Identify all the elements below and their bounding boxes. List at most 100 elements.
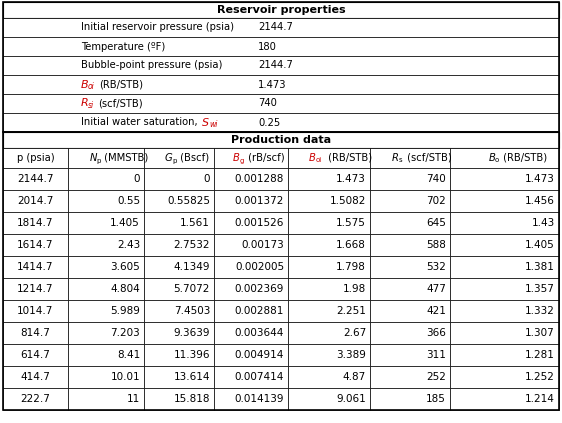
- Text: 4.804: 4.804: [110, 284, 140, 294]
- Text: 1.405: 1.405: [110, 218, 140, 228]
- Bar: [68, 148, 144, 168]
- Text: 5.989: 5.989: [110, 306, 140, 316]
- Bar: [68, 388, 144, 410]
- Text: 1.357: 1.357: [525, 284, 555, 294]
- Bar: [144, 322, 214, 344]
- Text: 0.00173: 0.00173: [241, 240, 284, 250]
- Text: 7.4503: 7.4503: [174, 306, 210, 316]
- Text: p: p: [172, 157, 176, 164]
- Bar: [288, 256, 370, 278]
- Text: 0.001526: 0.001526: [234, 218, 284, 228]
- Bar: [214, 168, 288, 190]
- Text: 0.55: 0.55: [117, 196, 140, 206]
- Bar: [3, 344, 68, 366]
- Bar: [3, 56, 559, 75]
- Bar: [144, 278, 214, 300]
- Text: (scf/STB): (scf/STB): [404, 153, 452, 163]
- Bar: [450, 388, 559, 410]
- Bar: [3, 148, 68, 168]
- Text: B: B: [233, 153, 240, 163]
- Text: 2.43: 2.43: [117, 240, 140, 250]
- Bar: [214, 148, 288, 168]
- Text: 645: 645: [426, 218, 446, 228]
- Text: 0.002005: 0.002005: [235, 262, 284, 272]
- Bar: [3, 190, 68, 212]
- Bar: [450, 322, 559, 344]
- Bar: [3, 322, 68, 344]
- Bar: [450, 190, 559, 212]
- Bar: [3, 366, 68, 388]
- Bar: [288, 168, 370, 190]
- Text: 4.1349: 4.1349: [174, 262, 210, 272]
- Bar: [3, 37, 559, 56]
- Bar: [214, 388, 288, 410]
- Bar: [450, 300, 559, 322]
- Text: p: p: [96, 157, 101, 164]
- Text: G: G: [165, 153, 173, 163]
- Text: 1014.7: 1014.7: [17, 306, 54, 316]
- Bar: [214, 212, 288, 234]
- Text: 185: 185: [426, 394, 446, 404]
- Bar: [214, 366, 288, 388]
- Text: 1214.7: 1214.7: [17, 284, 54, 294]
- Text: Initial reservoir pressure (psia): Initial reservoir pressure (psia): [81, 22, 234, 33]
- Text: 414.7: 414.7: [21, 372, 51, 382]
- Bar: [450, 234, 559, 256]
- Text: 1.252: 1.252: [525, 372, 555, 382]
- Text: 13.614: 13.614: [174, 372, 210, 382]
- Text: Production data: Production data: [231, 135, 331, 145]
- Bar: [370, 190, 450, 212]
- Bar: [214, 322, 288, 344]
- Text: 1.98: 1.98: [343, 284, 366, 294]
- Text: 2.7532: 2.7532: [174, 240, 210, 250]
- Text: 8.41: 8.41: [117, 350, 140, 360]
- Bar: [214, 344, 288, 366]
- Bar: [68, 278, 144, 300]
- Text: 7.203: 7.203: [110, 328, 140, 338]
- Text: 15.818: 15.818: [174, 394, 210, 404]
- Text: 9.3639: 9.3639: [174, 328, 210, 338]
- Bar: [370, 278, 450, 300]
- Bar: [68, 344, 144, 366]
- Text: 2144.7: 2144.7: [17, 174, 54, 184]
- Text: (RB/STB): (RB/STB): [500, 153, 547, 163]
- Bar: [450, 256, 559, 278]
- Text: S: S: [202, 118, 209, 127]
- Bar: [3, 2, 559, 132]
- Text: 2.67: 2.67: [343, 328, 366, 338]
- Text: 1.668: 1.668: [336, 240, 366, 250]
- Bar: [3, 278, 68, 300]
- Text: 0.25: 0.25: [258, 118, 280, 127]
- Text: R: R: [81, 99, 89, 109]
- Bar: [3, 388, 68, 410]
- Bar: [144, 190, 214, 212]
- Bar: [214, 300, 288, 322]
- Bar: [3, 300, 68, 322]
- Text: 10.01: 10.01: [110, 372, 140, 382]
- Text: si: si: [88, 101, 94, 110]
- Text: 0.002881: 0.002881: [234, 306, 284, 316]
- Bar: [370, 148, 450, 168]
- Text: 0.003644: 0.003644: [234, 328, 284, 338]
- Text: 0.014139: 0.014139: [234, 394, 284, 404]
- Text: 1.473: 1.473: [258, 80, 287, 90]
- Text: N: N: [90, 153, 97, 163]
- Text: wi: wi: [209, 120, 217, 129]
- Text: 1.575: 1.575: [336, 218, 366, 228]
- Text: 11: 11: [127, 394, 140, 404]
- Bar: [3, 168, 68, 190]
- Text: 252: 252: [426, 372, 446, 382]
- Text: Bubble-point pressure (psia): Bubble-point pressure (psia): [81, 60, 223, 71]
- Text: 1.307: 1.307: [525, 328, 555, 338]
- Text: 1.281: 1.281: [525, 350, 555, 360]
- Bar: [370, 168, 450, 190]
- Bar: [288, 300, 370, 322]
- Text: oi: oi: [316, 157, 322, 164]
- Text: 1.456: 1.456: [525, 196, 555, 206]
- Text: 1.214: 1.214: [525, 394, 555, 404]
- Text: 3.605: 3.605: [110, 262, 140, 272]
- Text: 0: 0: [134, 174, 140, 184]
- Bar: [288, 388, 370, 410]
- Text: 180: 180: [258, 41, 277, 52]
- Bar: [68, 190, 144, 212]
